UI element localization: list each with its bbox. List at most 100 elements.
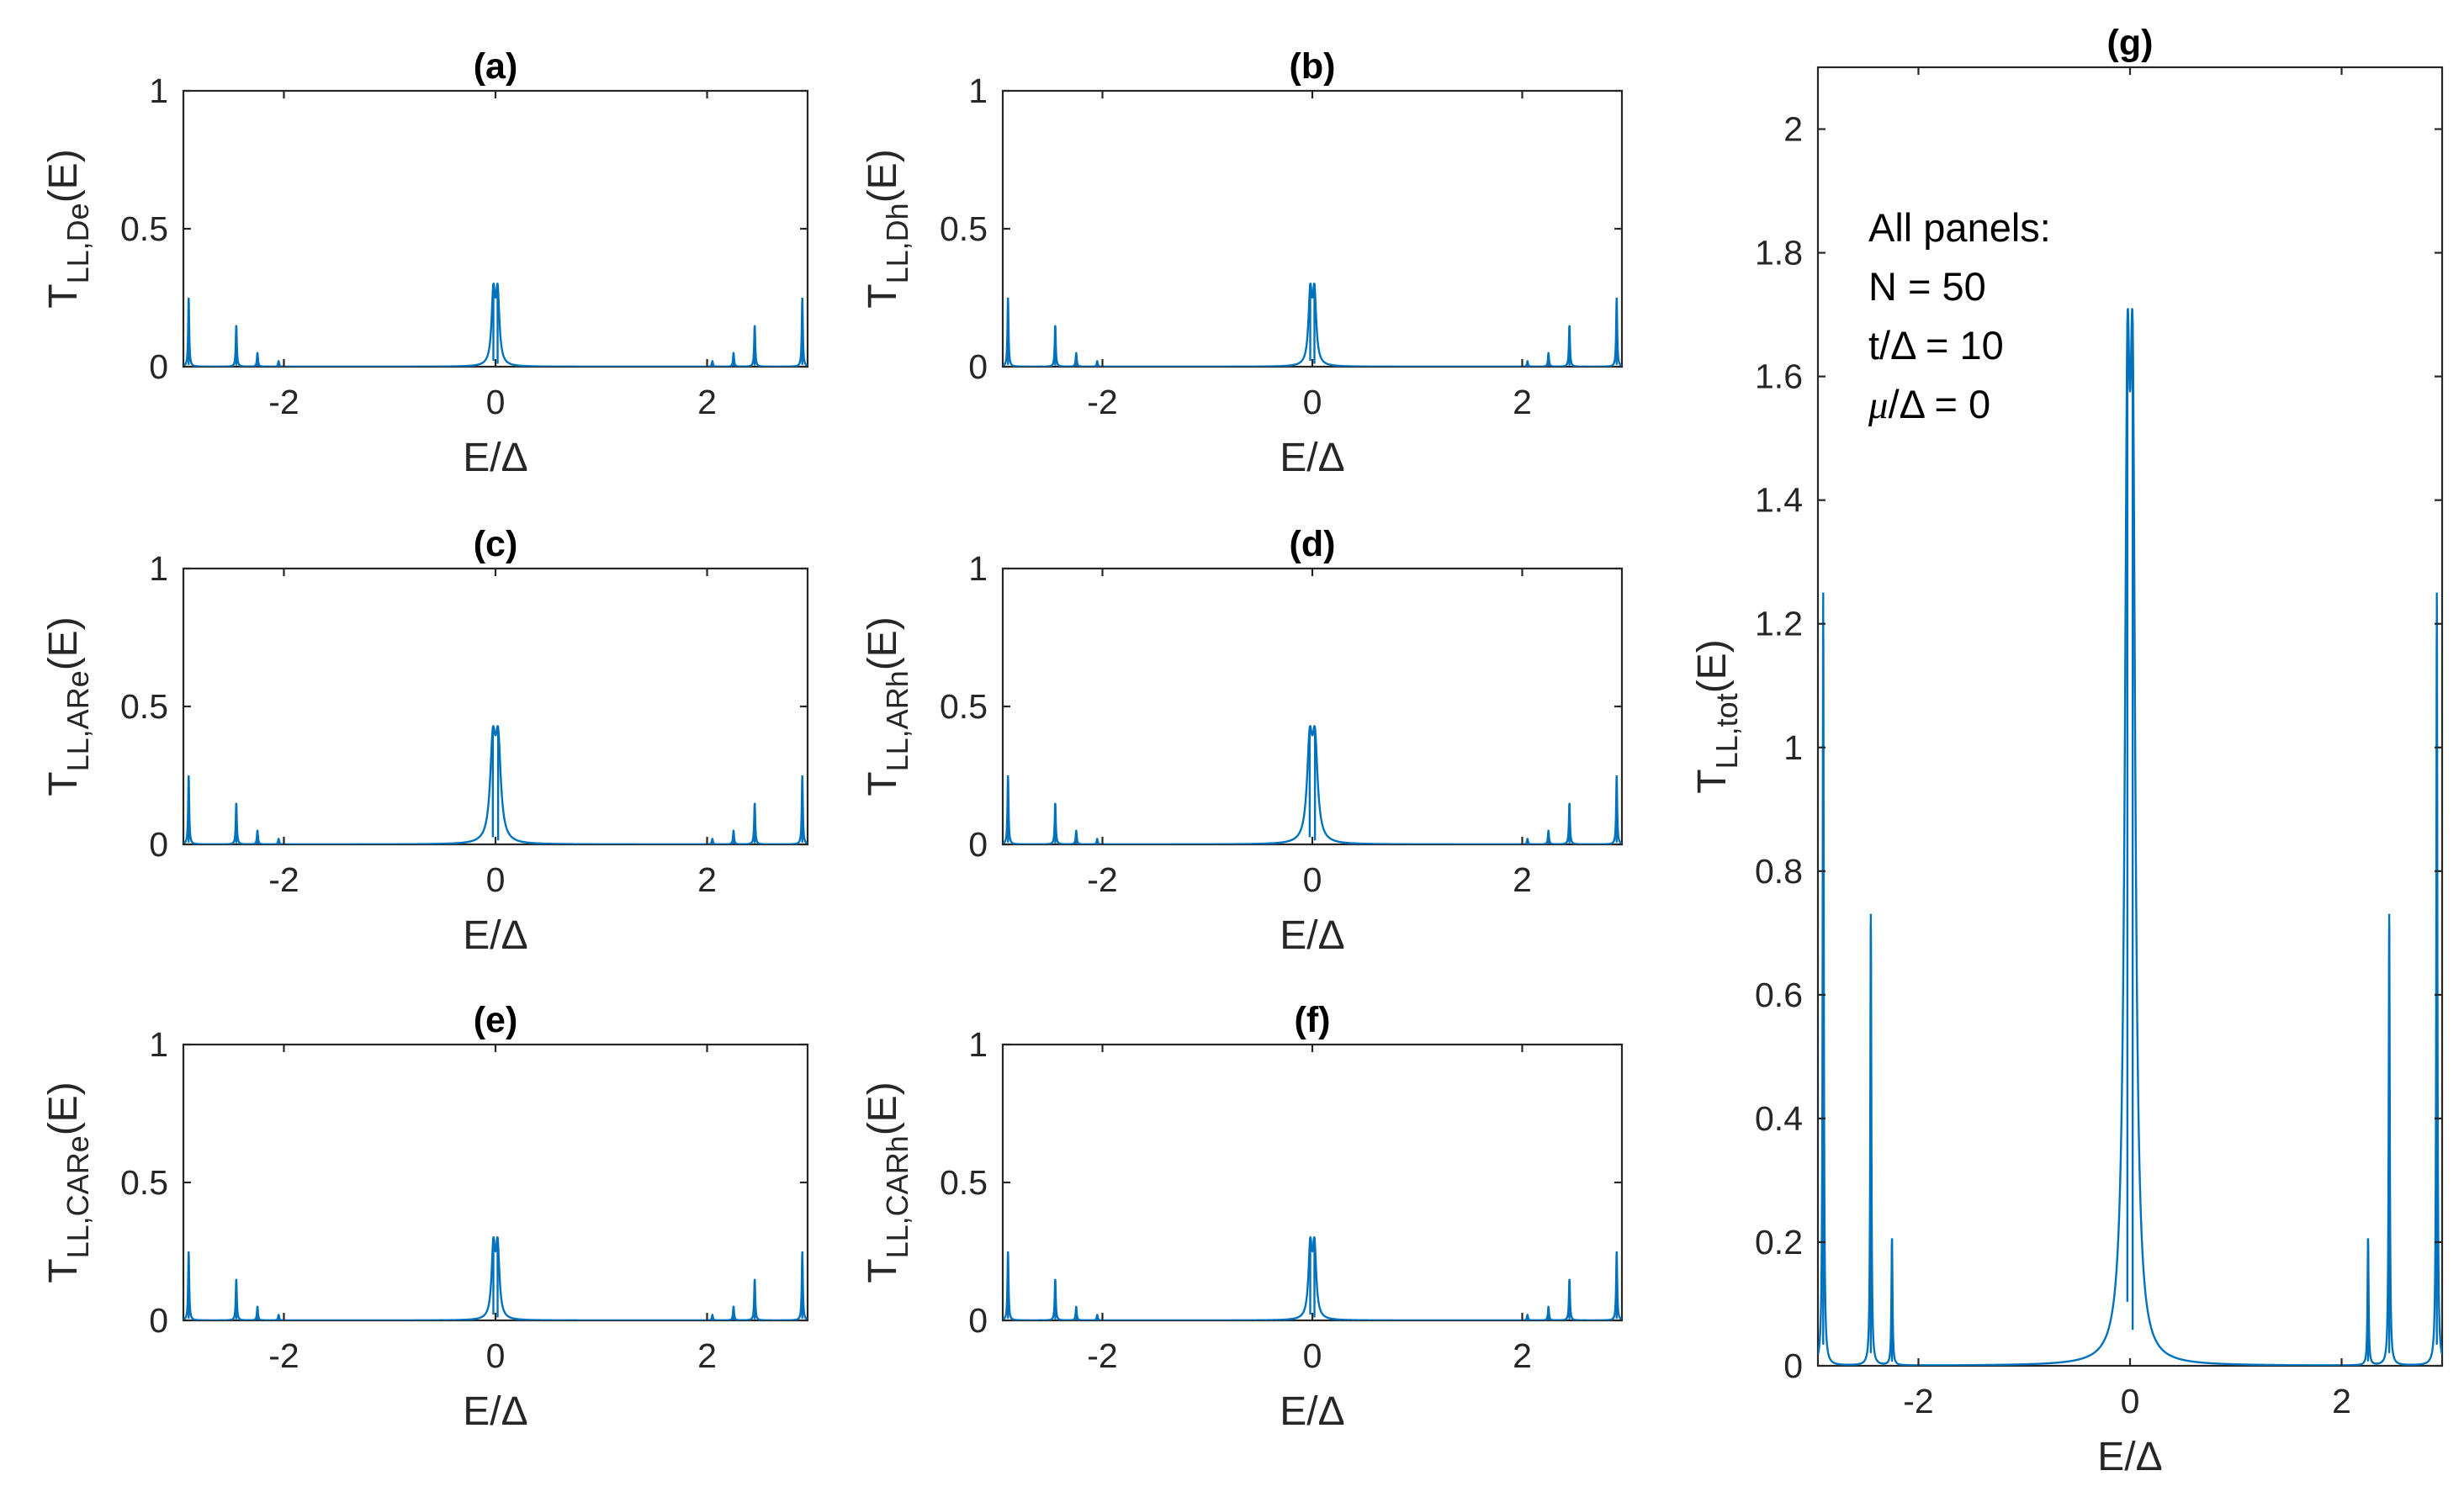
series-line-g [1818, 308, 2442, 1366]
y-tick-label-f-2: 1 [968, 1025, 988, 1064]
y-axis-label-e: TLL,CARe(E) [41, 1082, 95, 1283]
y-axis-label-main-c: T [41, 771, 86, 796]
x-tick-label-e-0: -2 [268, 1336, 299, 1375]
x-tick-label-c-1: 0 [486, 860, 506, 899]
panel-g: -2 0 2 0 0.2 0.4 0.6 0.8 1 1.2 1.4 1.6 1.8 2 (g) E/Δ TLL… [1690, 23, 2444, 1479]
x-axis-label-g: E/Δ [2097, 1435, 2162, 1479]
panel-title-b: (b) [1290, 46, 1336, 87]
x-tick-label-b-2: 2 [1513, 383, 1532, 421]
x-tick-label-f-2: 2 [1513, 1336, 1532, 1375]
y-axis-label-g: TLL,tot(E) [1690, 639, 1744, 793]
x-axis-label-b: E/Δ [1280, 436, 1344, 480]
annotation-line-1: All panels: [1868, 205, 2051, 250]
x-tick-label-f-1: 0 [1303, 1336, 1322, 1375]
x-tick-label-d-2: 2 [1513, 860, 1532, 899]
y-tick-label-e-1: 0.5 [120, 1163, 168, 1202]
x-axis-label-c: E/Δ [463, 913, 527, 958]
x-tick-label-c-2: 2 [697, 860, 717, 899]
series-line-d [1003, 725, 1622, 844]
axes-box-g [1816, 66, 2444, 1367]
axes-box-a [182, 89, 809, 368]
panel-title-e: (e) [474, 1000, 518, 1040]
x-tick-label-d-0: -2 [1087, 860, 1117, 899]
x-tick-label-c-0: -2 [268, 860, 299, 899]
y-axis-label-d: TLL,ARh(E) [861, 616, 914, 796]
y-tick-label-d-1: 0.5 [940, 687, 988, 726]
y-axis-label-tail-g: (E) [1690, 639, 1735, 693]
y-tick-label-a-2: 1 [149, 71, 168, 110]
annotation-mu-symbol: μ [1868, 384, 1889, 427]
y-axis-label-tail-c: (E) [41, 616, 86, 670]
y-axis-label-sub-a: LL,De [61, 203, 95, 283]
y-tick-label-e-2: 1 [149, 1025, 168, 1064]
y-tick-label-a-0: 0 [149, 347, 168, 386]
annotation-line-4-text: /Δ = 0 [1889, 382, 1991, 426]
axes-box-d [1001, 567, 1624, 846]
y-axis-label-c: TLL,ARe(E) [41, 616, 95, 796]
y-tick-label-g-4: 0.8 [1755, 852, 1803, 891]
series-line-f [1003, 1235, 1622, 1320]
y-tick-label-g-0: 0 [1783, 1346, 1803, 1385]
y-tick-label-e-0: 0 [149, 1301, 168, 1340]
axes-box-b [1001, 89, 1624, 368]
y-tick-label-g-6: 1.2 [1755, 605, 1803, 643]
y-tick-label-g-5: 1 [1783, 728, 1803, 767]
y-axis-label-main-e: T [41, 1258, 86, 1283]
x-tick-label-e-1: 0 [486, 1336, 506, 1375]
y-axis-label-main-b: T [861, 283, 905, 308]
y-tick-label-g-7: 1.4 [1755, 481, 1803, 520]
y-tick-label-b-2: 1 [968, 71, 988, 110]
panel-title-f: (f) [1295, 1000, 1331, 1040]
y-axis-label-sub-g: LL,tot [1709, 693, 1744, 769]
panel-title-g: (g) [2107, 23, 2154, 63]
x-axis-label-d: E/Δ [1280, 913, 1344, 958]
y-tick-label-a-1: 0.5 [120, 209, 168, 248]
y-axis-label-tail-e: (E) [41, 1082, 86, 1135]
parameters-annotation: All panels: N = 50 t/Δ = 10 μ/Δ = 0 [1868, 205, 2051, 427]
y-tick-label-g-2: 0.4 [1755, 1099, 1803, 1138]
series-line-e [183, 1235, 808, 1320]
x-axis-label-f: E/Δ [1280, 1389, 1344, 1434]
x-tick-label-e-2: 2 [697, 1336, 717, 1375]
y-tick-label-g-1: 0.2 [1755, 1223, 1803, 1262]
y-tick-label-d-2: 1 [968, 549, 988, 588]
panel-c: -2 0 2 0 0.5 1 (c) E/Δ TLL,ARe(E) [41, 524, 809, 958]
panel-b: -2 0 2 0 0.5 1 (b) E/Δ TLL,Dh(E) [861, 46, 1624, 480]
y-axis-label-main-d: T [861, 771, 905, 796]
y-axis-label-tail-d: (E) [861, 616, 905, 670]
annotation-line-2: N = 50 [1868, 264, 1986, 309]
y-tick-label-g-8: 1.6 [1755, 357, 1803, 396]
y-tick-label-c-2: 1 [149, 549, 168, 588]
y-tick-label-c-1: 0.5 [120, 687, 168, 726]
panel-d: -2 0 2 0 0.5 1 (d) E/Δ TLL,ARh(E) [861, 524, 1624, 958]
x-tick-label-b-0: -2 [1087, 383, 1117, 421]
y-tick-label-g-10: 2 [1783, 110, 1803, 149]
series-line-a [183, 282, 808, 367]
y-axis-label-sub-f: LL,CARh [880, 1135, 914, 1258]
x-axis-label-e: E/Δ [463, 1389, 527, 1434]
x-tick-label-d-1: 0 [1303, 860, 1322, 899]
x-tick-label-f-0: -2 [1087, 1336, 1117, 1375]
panel-a: -2 0 2 0 0.5 1 (a) E/Δ TLL,De(E) [41, 46, 809, 480]
y-axis-label-sub-e: LL,CARe [61, 1135, 95, 1258]
y-tick-label-f-0: 0 [968, 1301, 988, 1340]
y-axis-label-main-g: T [1690, 769, 1735, 793]
y-axis-label-sub-d: LL,ARh [880, 670, 914, 771]
y-axis-label-a: TLL,De(E) [41, 149, 95, 308]
x-tick-label-a-2: 2 [697, 383, 717, 421]
axes-box-c [182, 567, 809, 846]
y-tick-label-b-0: 0 [968, 347, 988, 386]
y-tick-label-d-0: 0 [968, 825, 988, 864]
x-tick-label-a-0: -2 [268, 383, 299, 421]
y-tick-label-g-3: 0.6 [1755, 976, 1803, 1014]
annotation-line-4: μ/Δ = 0 [1868, 382, 1990, 427]
x-tick-label-a-1: 0 [486, 383, 506, 421]
y-axis-label-tail-a: (E) [41, 149, 86, 203]
x-tick-label-g-0: -2 [1903, 1382, 1933, 1420]
y-tick-label-c-0: 0 [149, 825, 168, 864]
panel-title-a: (a) [474, 46, 518, 87]
panel-title-c: (c) [474, 524, 518, 564]
series-line-c [183, 725, 808, 844]
axes-box-f [1001, 1043, 1624, 1322]
